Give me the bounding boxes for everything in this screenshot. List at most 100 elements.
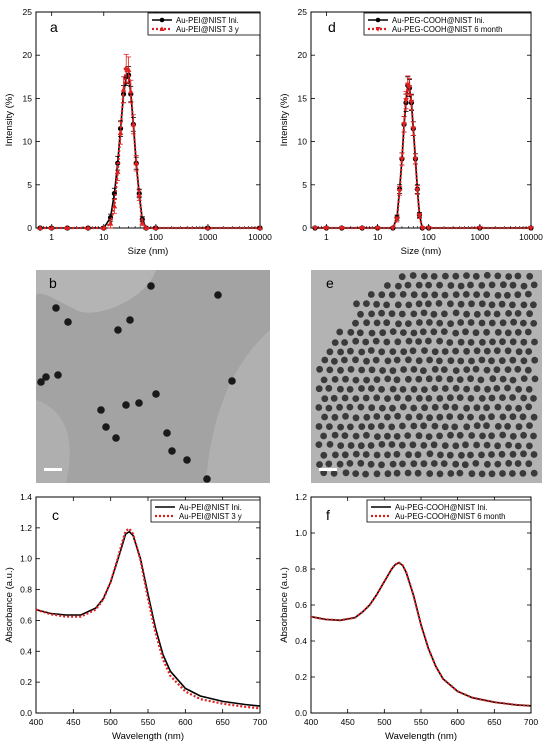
nanoparticle [410,291,418,299]
tem-b-lighter-region [206,330,270,483]
data-point [408,99,415,105]
nanoparticle [388,291,396,299]
nanoparticle [378,309,385,317]
nanoparticle [478,470,486,478]
nanoparticle [326,348,334,356]
nanoparticle [452,329,460,337]
data-point [410,126,417,132]
nanoparticle [447,470,455,477]
nanoparticle [415,338,422,345]
nanoparticle [451,403,459,411]
data-point [139,219,146,225]
nanoparticle [400,329,407,336]
nanoparticle [505,310,512,317]
nanoparticle [452,384,460,392]
nanoparticle [373,319,381,327]
nanoparticle [135,399,143,407]
y-tick-label: 1.0 [20,554,32,564]
nanoparticle [520,375,528,382]
nanoparticle [452,347,459,355]
nanoparticle [509,432,517,440]
nanoparticle [440,328,448,335]
nanoparticle [410,329,418,337]
nanoparticle [341,356,348,364]
legend-label: Au-PEI@NIST Ini. [176,16,239,25]
y-tick-label: 15 [23,93,33,103]
nanoparticle [488,319,496,327]
nanoparticle [357,459,365,467]
nanoparticle [405,375,412,383]
nanoparticle [163,429,171,437]
nanoparticle [437,451,444,459]
nanoparticle [463,423,471,431]
nanoparticle [331,376,339,383]
x-tick-label: 500 [104,717,118,727]
y-tick-label: 5 [302,180,307,190]
nanoparticle [483,271,491,279]
x-tick-label: 600 [451,717,465,727]
nanoparticle [525,460,533,468]
data-point [412,156,419,162]
legend-label: Au-PEI@NIST Ini. [179,503,242,512]
nanoparticle [488,470,496,478]
nanoparticle [494,328,502,336]
nanoparticle [346,460,354,467]
nanoparticle [488,301,496,309]
nanoparticle [446,375,454,383]
nanoparticle [504,384,511,392]
nanoparticle [494,460,502,468]
series-line-1 [315,81,531,230]
x-tick-label: 650 [216,717,230,727]
nanoparticle [468,432,476,439]
nanoparticle [504,423,511,430]
nanoparticle [368,310,375,318]
nanoparticle [368,366,376,374]
nanoparticle [447,357,455,365]
nanoparticle [525,403,533,411]
panel-letter-f: f [326,507,330,523]
nanoparticle [478,451,485,459]
data-point [396,188,403,194]
nanoparticle [436,395,444,402]
x-axis-label: Size (nm) [128,246,169,257]
nanoparticle [394,412,401,420]
nanoparticle [321,395,329,403]
y-tick-label: 0.0 [295,708,307,718]
panel-d-dls-chart: 0 5 10 15 20 25 1 10 100 1000 10000 Size (nm) Intens… [279,7,543,257]
nanoparticle [414,469,422,477]
nanoparticle [398,310,406,318]
nanoparticle [342,375,349,383]
nanoparticle [384,451,391,459]
nanoparticle [504,291,511,299]
nanoparticle [436,357,443,365]
nanoparticle [483,328,490,336]
nanoparticle [530,395,537,402]
y-tick-label: 10 [23,137,33,147]
data-point [390,226,396,231]
nanoparticle [425,395,433,402]
nanoparticle [505,404,512,412]
legend-label: Au-PEI@NIST 3 y [176,25,239,34]
nanoparticle [467,395,475,402]
nanoparticle [498,357,506,365]
nanoparticle [415,432,423,440]
nanoparticle [488,394,496,402]
y-tick-label: 0 [27,223,32,233]
legend-marker [375,27,381,32]
data-point [143,225,149,230]
nanoparticle [389,404,396,412]
nanoparticle [394,301,402,309]
x-tick-label: 500 [377,717,391,727]
legend-label: Au-PEG-COOH@NIST Ini. [395,503,488,512]
nanoparticle [389,328,397,335]
nanoparticle [457,357,465,365]
nanoparticle [405,451,412,459]
nanoparticle [446,413,454,420]
nanoparticle [514,310,522,317]
nanoparticle [500,281,507,289]
nanoparticle [509,413,517,421]
nanoparticle [363,300,370,307]
legend-box [150,499,261,523]
nanoparticle [321,413,328,421]
